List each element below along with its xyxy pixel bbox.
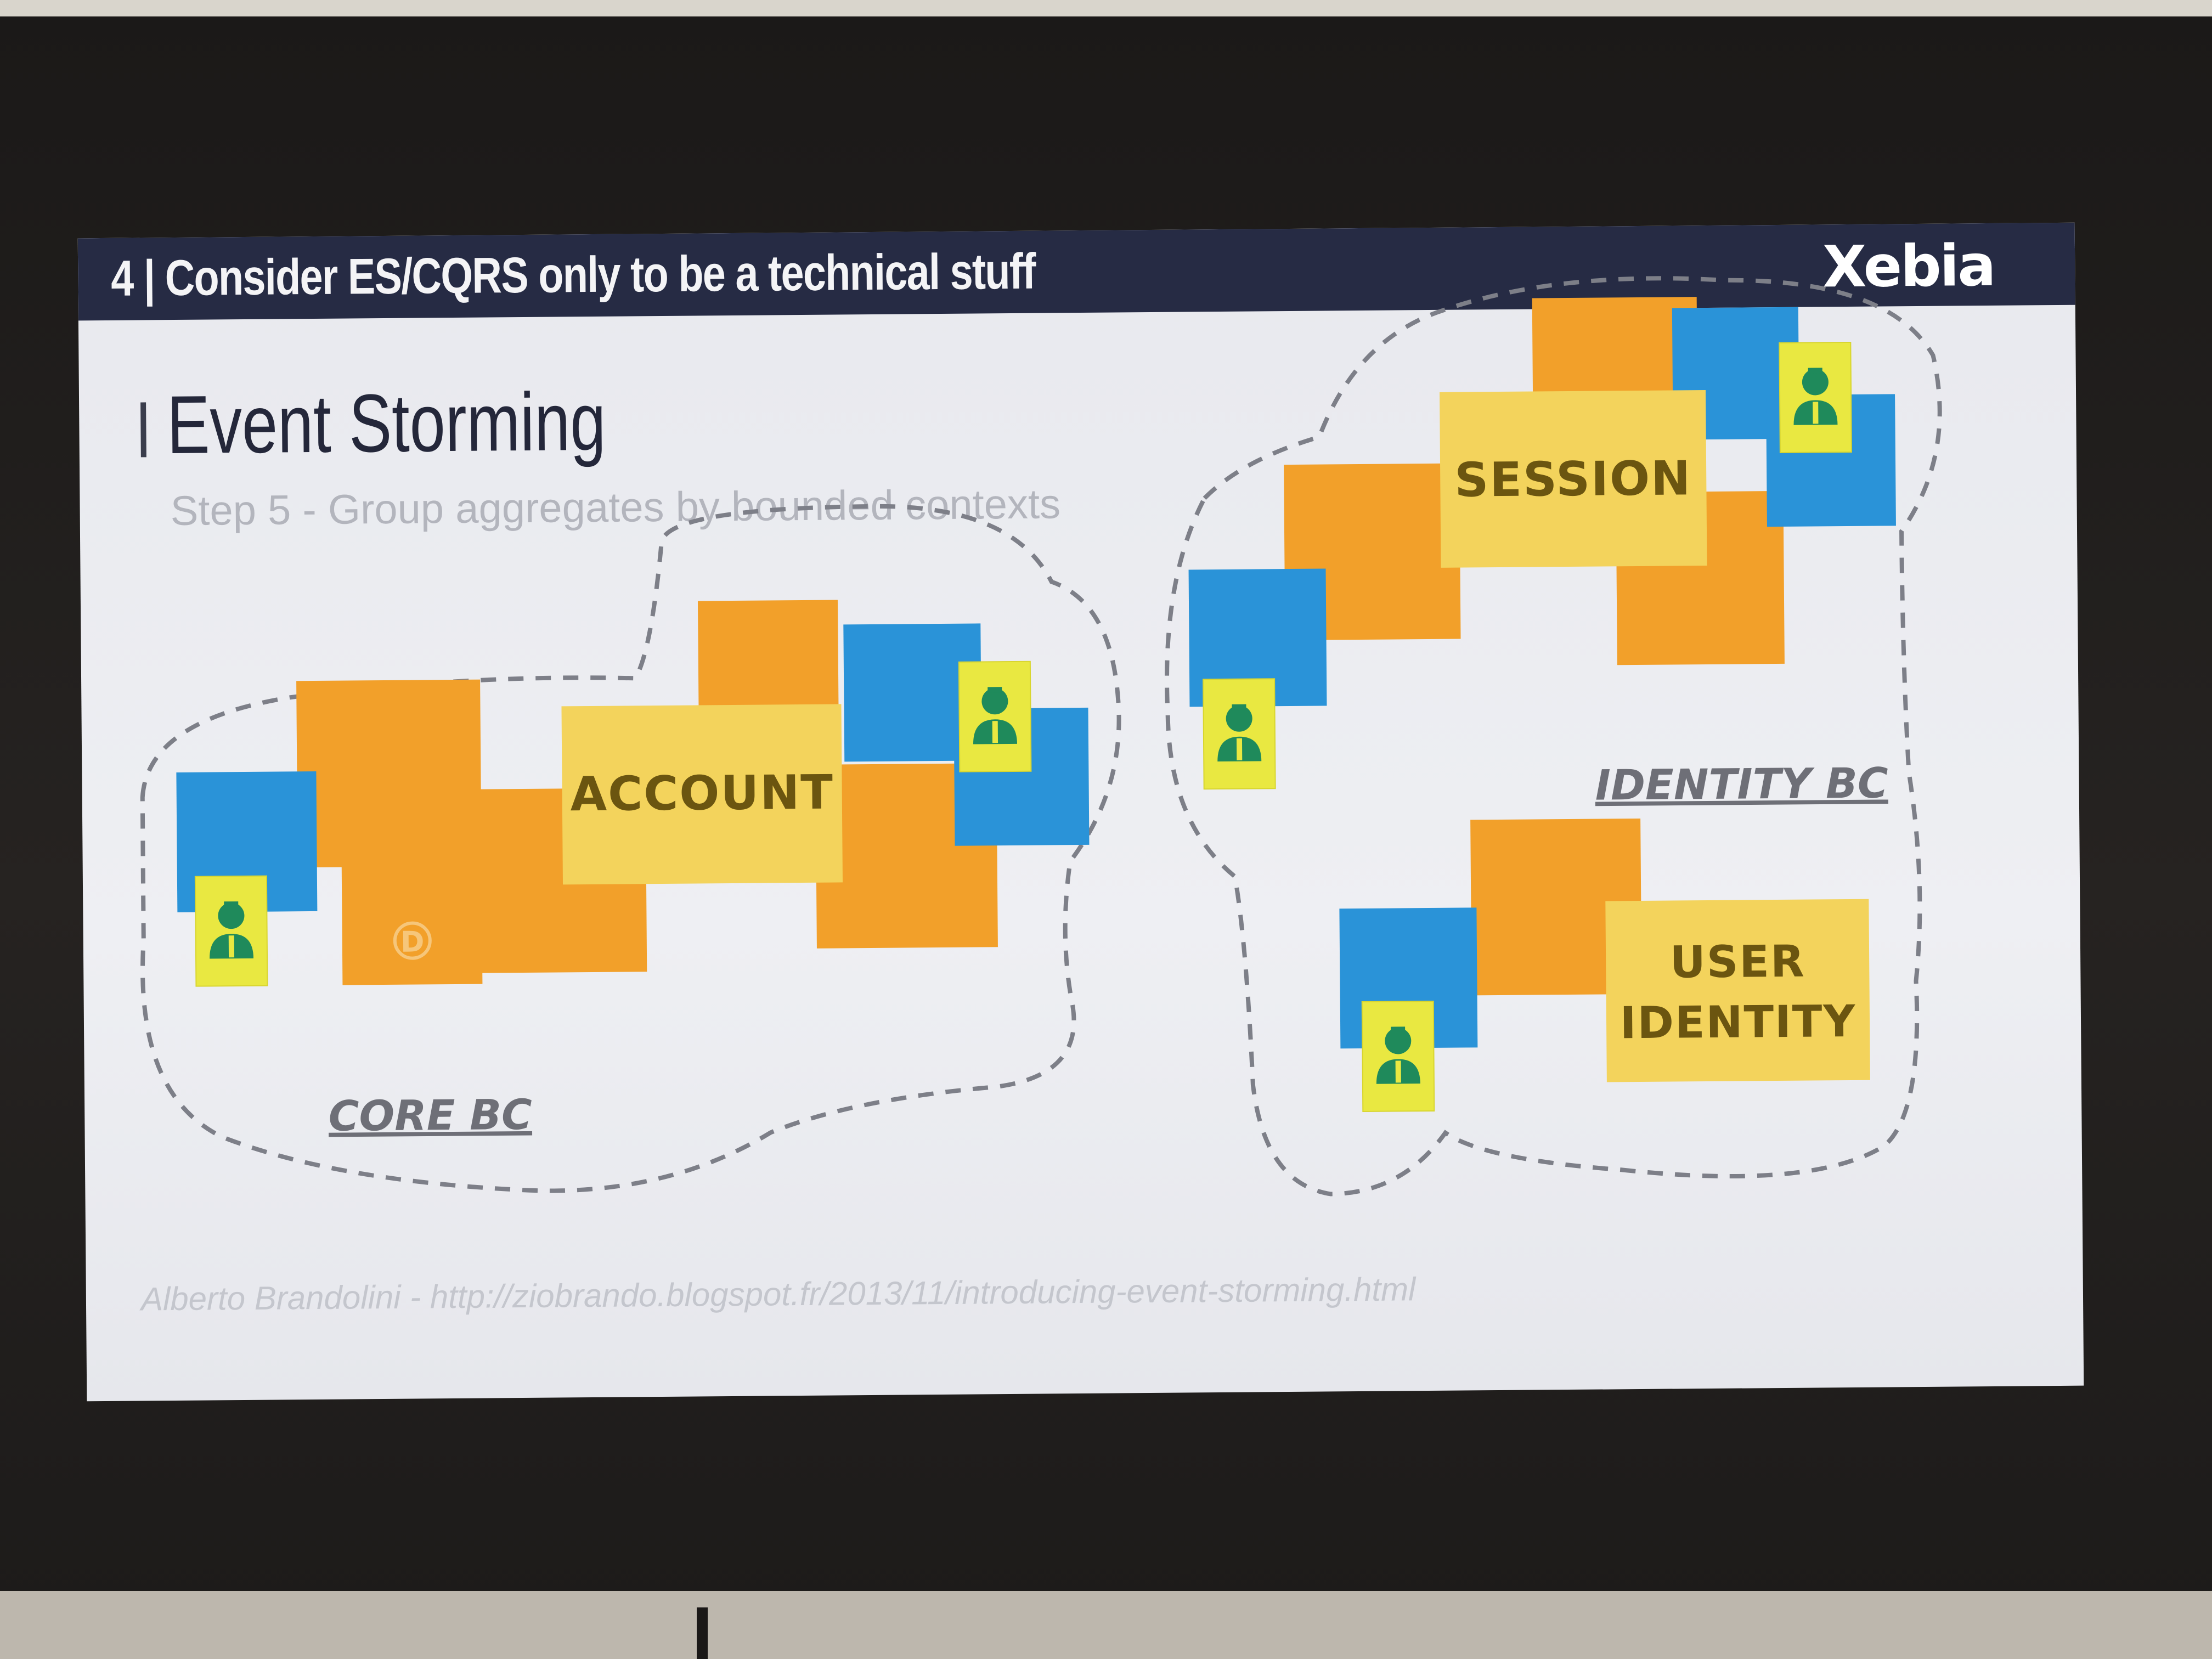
- person-icon: [958, 661, 1032, 772]
- circled-d-icon: D: [393, 921, 432, 960]
- bc-label-core: CORE BC: [328, 1090, 532, 1141]
- event-sticky: [296, 679, 482, 868]
- aggregate-sticky-account: [561, 704, 843, 885]
- aggregate-sticky-session: [1440, 390, 1707, 568]
- person-icon: [1361, 1000, 1435, 1112]
- svg-text:D: D: [400, 926, 425, 958]
- core-bc-boundary: [140, 504, 1121, 1193]
- bc-label-identity: IDENTITY BC: [1595, 758, 1888, 809]
- event-sticky: [1284, 463, 1461, 641]
- aggregate-label-user-identity-line1: USER: [1669, 936, 1805, 988]
- event-sticky: [815, 763, 998, 949]
- person-icon: [194, 875, 268, 987]
- presentation-slide: 4 | Consider ES/CQRS only to be a techni…: [77, 222, 2084, 1402]
- command-sticky: [1188, 568, 1327, 707]
- aggregate-label-session: SESSION: [1454, 451, 1692, 507]
- event-sticky: [1470, 818, 1642, 996]
- aggregate-sticky-user-identity: [1605, 899, 1870, 1082]
- desk-surface: [0, 1591, 2212, 1659]
- person-icon: [1203, 678, 1276, 790]
- identity-bc-boundary: [1165, 276, 1942, 1197]
- person-icon: [1779, 341, 1852, 453]
- command-sticky: [843, 623, 982, 762]
- event-storming-diagram: ACCOUNT D CORE BC SESSION IDENTITY BC US…: [140, 276, 1942, 1197]
- event-sticky: [341, 844, 483, 985]
- aggregate-label-account: ACCOUNT: [570, 765, 834, 822]
- monitor-stand: [697, 1607, 708, 1659]
- aggregate-label-user-identity-line2: IDENTITY: [1620, 996, 1856, 1048]
